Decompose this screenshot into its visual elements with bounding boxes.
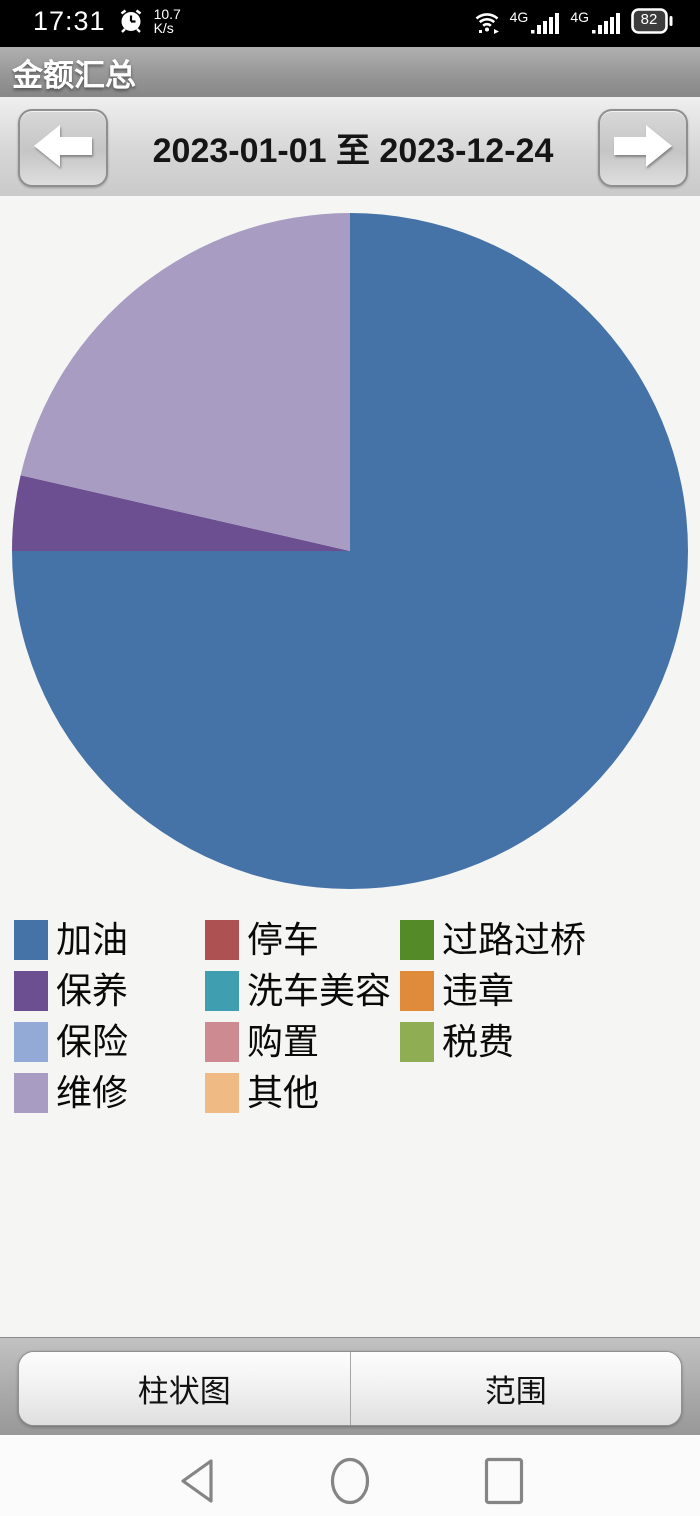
chart-area: 加油 停车 过路过桥保养 洗车美容 违章保险 购置 税费维修 其他 bbox=[0, 198, 700, 1337]
legend-item-加油: 加油 bbox=[14, 920, 205, 960]
prev-period-button[interactable] bbox=[18, 108, 108, 187]
legend-item-洗车美容: 洗车美容 bbox=[205, 971, 400, 1011]
legend-label: 购置 bbox=[247, 1021, 320, 1062]
next-period-button[interactable] bbox=[598, 108, 688, 187]
network-speed: 10.7 K/s bbox=[154, 7, 181, 35]
network-speed-unit: K/s bbox=[153, 20, 174, 36]
bottom-button-bar: 柱状图 范围 bbox=[0, 1337, 700, 1435]
legend-label: 保养 bbox=[56, 970, 129, 1011]
legend-item-过路过桥: 过路过桥 bbox=[400, 920, 690, 960]
sim1-signal: 4G bbox=[510, 9, 562, 34]
recents-square-icon bbox=[484, 1457, 524, 1504]
pie-chart[interactable] bbox=[0, 198, 700, 910]
back-button[interactable] bbox=[175, 1457, 217, 1505]
legend-swatch bbox=[14, 971, 48, 1011]
status-bar-right: 4G 4G bbox=[465, 8, 674, 34]
legend-swatch bbox=[205, 971, 239, 1011]
home-button[interactable] bbox=[329, 1457, 371, 1505]
sim2-signal-bars-icon bbox=[592, 12, 620, 34]
legend-swatch bbox=[14, 1073, 48, 1113]
bar-chart-button[interactable]: 柱状图 bbox=[19, 1352, 350, 1425]
pie-slice-维修[interactable] bbox=[20, 213, 350, 551]
title-bar: 金额汇总 bbox=[0, 47, 700, 97]
status-bar: 17:31 10.7 K/s bbox=[0, 0, 700, 47]
legend-swatch bbox=[205, 920, 239, 960]
sim2-network-label: 4G bbox=[570, 8, 589, 25]
wifi-icon bbox=[474, 9, 501, 34]
range-button[interactable]: 范围 bbox=[349, 1352, 681, 1425]
arrow-right-icon bbox=[611, 122, 675, 173]
date-nav-bar: 2023-01-01 至 2023-12-24 bbox=[0, 97, 700, 198]
legend-item-其他: 其他 bbox=[205, 1073, 400, 1113]
legend-swatch bbox=[205, 1022, 239, 1062]
legend-label: 过路过桥 bbox=[442, 919, 587, 960]
home-circle-icon bbox=[330, 1457, 370, 1504]
legend-swatch bbox=[400, 1022, 434, 1062]
legend-label: 加油 bbox=[56, 919, 129, 960]
legend-item-购置: 购置 bbox=[205, 1022, 400, 1062]
back-triangle-icon bbox=[181, 1458, 213, 1503]
legend-swatch bbox=[400, 971, 434, 1011]
page-title: 金额汇总 bbox=[12, 57, 136, 93]
sim1-network-label: 4G bbox=[509, 8, 529, 25]
recents-button[interactable] bbox=[483, 1457, 525, 1505]
legend-swatch bbox=[14, 920, 48, 960]
legend-swatch bbox=[205, 1073, 239, 1113]
legend-item-保险: 保险 bbox=[14, 1022, 205, 1062]
status-bar-left: 17:31 10.7 K/s bbox=[33, 6, 181, 37]
pie-slice-保养[interactable] bbox=[12, 475, 350, 551]
legend-label: 税费 bbox=[442, 1021, 515, 1062]
arrow-left-icon bbox=[31, 122, 95, 173]
date-range-label: 2023-01-01 至 2023-12-24 bbox=[152, 132, 554, 170]
status-time: 17:31 bbox=[33, 5, 106, 36]
android-nav-bar bbox=[0, 1435, 700, 1516]
legend-item-维修: 维修 bbox=[14, 1073, 205, 1113]
sim2-signal: 4G bbox=[570, 9, 622, 34]
legend-label: 保险 bbox=[56, 1021, 129, 1062]
legend-label: 维修 bbox=[56, 1072, 129, 1113]
battery-icon: 82 bbox=[631, 8, 674, 34]
network-speed-value: 10.7 bbox=[153, 6, 181, 22]
legend-swatch bbox=[400, 920, 434, 960]
battery-percent: 82 bbox=[640, 11, 658, 28]
legend-item-违章: 违章 bbox=[400, 971, 690, 1011]
alarm-icon bbox=[118, 8, 144, 34]
pie-legend: 加油 停车 过路过桥保养 洗车美容 违章保险 购置 税费维修 其他 bbox=[14, 920, 690, 1124]
sim1-signal-bars-icon bbox=[531, 12, 560, 34]
legend-item-保养: 保养 bbox=[14, 971, 205, 1011]
legend-label: 其他 bbox=[247, 1072, 320, 1113]
segmented-buttons: 柱状图 范围 bbox=[18, 1351, 682, 1426]
legend-label: 停车 bbox=[247, 919, 320, 960]
legend-label: 违章 bbox=[442, 970, 515, 1011]
legend-item-停车: 停车 bbox=[205, 920, 400, 960]
legend-swatch bbox=[14, 1022, 48, 1062]
legend-item-税费: 税费 bbox=[400, 1022, 690, 1062]
legend-label: 洗车美容 bbox=[247, 970, 392, 1011]
